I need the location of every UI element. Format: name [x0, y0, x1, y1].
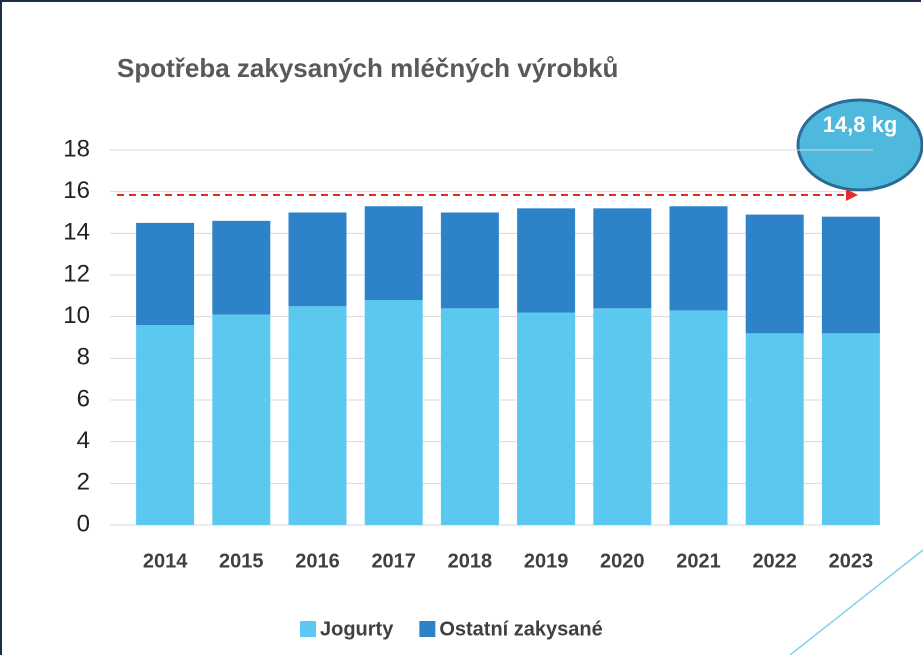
bar-segment	[440, 308, 499, 525]
legend-label: Ostatní zakysané	[439, 618, 602, 640]
bar-segment	[593, 208, 652, 309]
legend-swatch	[300, 621, 316, 637]
y-tick-label: 4	[77, 427, 90, 454]
x-tick-label: 2015	[219, 550, 264, 572]
legend-swatch	[419, 621, 436, 637]
decoration-line	[789, 549, 923, 656]
x-tick-label: 2019	[524, 550, 569, 572]
annotation: 14,8 kg	[822, 112, 898, 137]
y-tick-label: 2	[77, 469, 90, 496]
bar-segment	[212, 220, 271, 315]
bar-segment	[212, 314, 271, 525]
x-tick-label: 2017	[371, 550, 416, 572]
bar-segment	[821, 333, 880, 525]
bar-segment	[288, 306, 347, 525]
x-tick-label: 2023	[829, 550, 874, 572]
bar-segment	[288, 212, 347, 307]
bar-segment	[136, 325, 195, 525]
bar-segment	[669, 310, 728, 525]
bar-segment	[136, 222, 195, 325]
y-tick-label: 0	[77, 510, 90, 537]
y-tick-label: 6	[77, 385, 90, 412]
y-tick-label: 10	[63, 302, 90, 329]
bar-segment	[517, 312, 576, 525]
bar-segment	[364, 206, 423, 300]
x-tick-label: 2022	[752, 550, 797, 572]
y-tick-label: 16	[63, 177, 90, 204]
x-tick-label: 2020	[600, 550, 645, 572]
bar-segment	[593, 308, 652, 525]
x-tick-label: 2016	[295, 550, 340, 572]
arrow-head	[846, 189, 858, 201]
y-tick-label: 12	[63, 260, 90, 287]
y-tick-label: 14	[63, 219, 90, 246]
x-tick-label: 2014	[143, 550, 188, 572]
bar-segment	[440, 212, 499, 309]
bar-segment	[745, 333, 804, 525]
x-tick-label: 2018	[448, 550, 493, 572]
bar-segment	[669, 206, 728, 311]
bar-segment	[821, 216, 880, 334]
y-tick-label: 18	[63, 135, 90, 162]
bar-segment	[745, 214, 804, 334]
chart-title: Spotřeba zakysaných mléčných výrobků	[117, 53, 618, 83]
x-tick-label: 2021	[676, 550, 721, 572]
y-tick-label: 8	[77, 344, 90, 371]
annotation-bubble	[796, 98, 923, 192]
legend-label: Jogurty	[320, 618, 394, 640]
bar-segment	[364, 300, 423, 525]
bar-segment	[517, 208, 576, 313]
